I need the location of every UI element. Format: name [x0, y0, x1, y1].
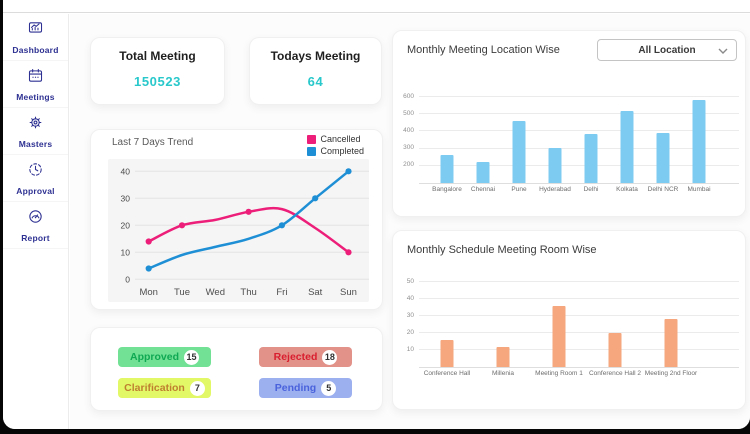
gauge-report-icon — [27, 208, 44, 230]
todays-meeting-title: Todays Meeting — [270, 49, 361, 63]
completed-swatch — [307, 146, 317, 156]
location-dropdown-value: All Location — [638, 44, 696, 56]
trend-title: Last 7 Days Trend — [112, 137, 194, 148]
room-chart-card: Monthly Schedule Meeting Room Wise 10 20 3… — [392, 230, 746, 410]
top-bar — [3, 0, 750, 13]
svg-text:40: 40 — [121, 166, 131, 176]
location-chart-card: Monthly Meeting Location Wise All Locati… — [392, 30, 746, 217]
svg-text:Wed: Wed — [206, 287, 225, 298]
location-chart-title: Monthly Meeting Location Wise — [407, 44, 560, 56]
bar-Mumbai — [692, 100, 706, 183]
sidebar-item-label: Approval — [16, 185, 55, 196]
sidebar-item-approval[interactable]: Approval — [3, 155, 68, 202]
room-chart-title: Monthly Schedule Meeting Room Wise — [407, 244, 597, 256]
sidebar-item-label: Masters — [18, 138, 53, 149]
sidebar: Dashboard Meetings — [3, 14, 69, 429]
trend-line-chart: 0 10 20 30 40 Mon Tue Wed Thu Fri Sat Sun — [121, 166, 369, 298]
sidebar-item-label: Meetings — [16, 91, 55, 102]
legend-cancelled: Cancelled — [307, 134, 364, 144]
location-bar-chart: 200 300 400 500 600 Bangalore Chennai Pune Hyder… — [403, 93, 739, 193]
chevron-down-icon — [718, 48, 728, 54]
room-bar-chart: 10 20 30 40 50 Conference Hall Millenia Meeting… — [407, 278, 739, 377]
trend-card: Last 7 Days Trend Cancelled Completed 0 1… — [90, 129, 383, 310]
svg-text:Mon: Mon — [139, 287, 157, 298]
bar-Meeting Room 1 — [552, 305, 566, 367]
svg-text:0: 0 — [125, 274, 130, 284]
svg-text:Thu: Thu — [240, 287, 256, 298]
svg-text:Sun: Sun — [340, 287, 357, 298]
total-meeting-value: 150523 — [134, 74, 181, 89]
svg-text:30: 30 — [121, 193, 131, 203]
svg-text:10: 10 — [121, 247, 131, 257]
sidebar-item-dashboard[interactable]: Dashboard — [3, 14, 68, 61]
bar-Conference Hall — [440, 339, 454, 367]
bar-Hyderabad — [548, 147, 562, 183]
svg-text:Sat: Sat — [308, 287, 323, 298]
trend-plot-panel: 0 10 20 30 40 Mon Tue Wed Thu Fri Sat Sun — [108, 159, 369, 302]
bar-Kolkata — [620, 110, 634, 183]
sidebar-item-label: Dashboard — [12, 44, 59, 55]
clock-approval-icon — [27, 161, 44, 183]
total-meeting-card: Total Meeting 150523 — [90, 37, 225, 105]
bar-Conference Hall 2 — [608, 333, 622, 367]
bar-Bangalore — [440, 155, 454, 183]
sidebar-item-report[interactable]: Report — [3, 202, 68, 249]
bar-Delhi — [584, 133, 598, 183]
bar-Pune — [512, 121, 526, 183]
location-dropdown[interactable]: All Location — [597, 39, 737, 61]
sidebar-item-masters[interactable]: Masters — [3, 108, 68, 155]
gear-icon — [27, 114, 44, 136]
clarification-badge[interactable]: Clarification 7 — [118, 378, 211, 398]
svg-text:Fri: Fri — [276, 287, 287, 298]
total-meeting-title: Total Meeting — [119, 49, 196, 63]
approved-count: 15 — [184, 349, 199, 365]
sidebar-item-label: Report — [21, 232, 50, 243]
bar-Chennai — [476, 162, 490, 183]
calendar-icon — [27, 67, 44, 89]
svg-text:Tue: Tue — [174, 287, 190, 298]
rejected-badge[interactable]: Rejected 18 — [259, 347, 352, 367]
todays-meeting-card: Todays Meeting 64 — [249, 37, 382, 105]
bar-Delhi NCR — [656, 133, 670, 183]
sidebar-item-meetings[interactable]: Meetings — [3, 61, 68, 108]
dashboard-chart-icon — [27, 20, 44, 42]
bar-Millenia — [496, 346, 510, 367]
cancelled-swatch — [307, 134, 317, 144]
pending-badge[interactable]: Pending 5 — [259, 378, 352, 398]
trend-legend: Cancelled Completed — [307, 134, 364, 156]
app-window: Dashboard Meetings — [3, 0, 750, 429]
pending-count: 5 — [321, 380, 337, 396]
bar-Meeting 2nd Floor — [664, 319, 678, 367]
rejected-count: 18 — [322, 349, 338, 365]
svg-text:20: 20 — [121, 220, 131, 230]
approved-badge[interactable]: Approved 15 — [118, 347, 211, 367]
clarification-count: 7 — [189, 380, 205, 396]
status-badges-card: Approved 15 Rejected 18 Clarification 7 … — [90, 327, 383, 411]
todays-meeting-value: 64 — [307, 74, 324, 89]
legend-completed: Completed — [307, 146, 364, 156]
